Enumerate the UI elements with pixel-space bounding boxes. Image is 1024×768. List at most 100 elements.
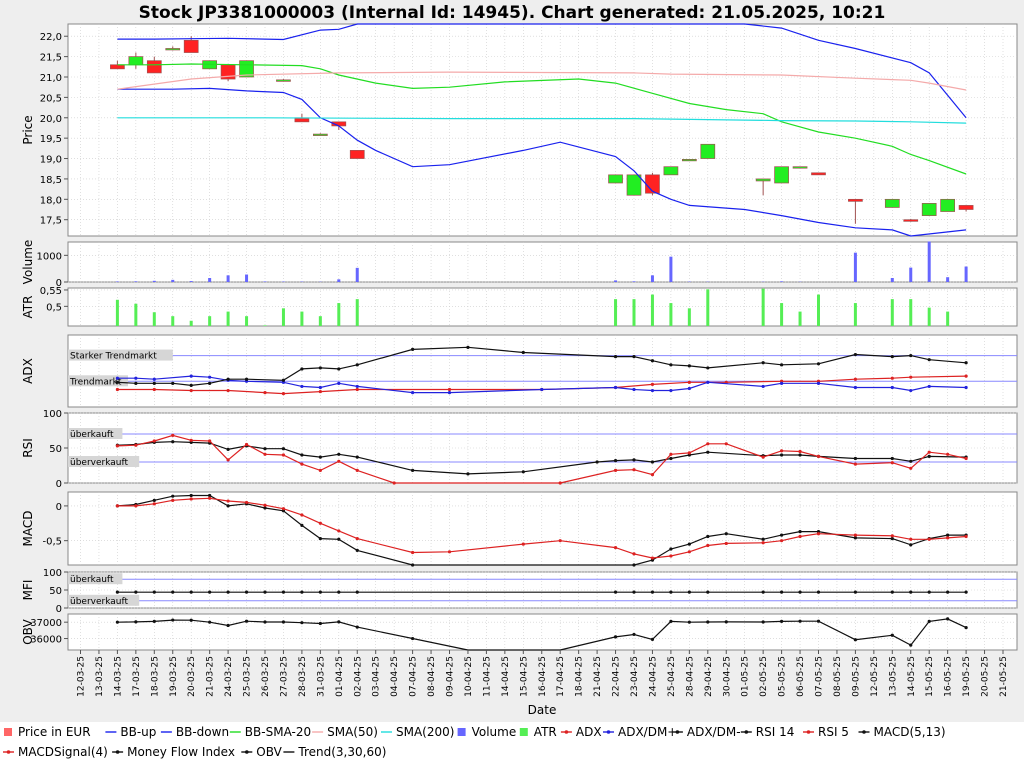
y-axis-label: ATR [21,296,35,319]
data-point [208,381,212,385]
data-point [411,636,415,641]
data-point [300,523,304,527]
data-point [355,455,359,459]
data-point [780,590,784,594]
x-tick-label: 14-03-25 [113,656,123,697]
bar [134,281,138,282]
reference-label: überverkauft [70,597,129,607]
data-point [669,590,673,594]
candle [626,174,642,196]
x-tick-label: 14-05-25 [907,656,917,697]
data-point [244,619,249,623]
x-tick-label: 10-04-25 [464,656,474,697]
legend-label: RSI 14 [756,725,795,739]
data-point [152,502,156,506]
candle [349,150,365,159]
x-tick-label: 02-04-25 [353,656,363,697]
data-point [853,536,858,540]
legend-marker [862,730,866,734]
bar [669,256,673,282]
data-point [632,468,636,472]
data-point [632,355,636,359]
legend-marker [115,750,120,754]
bar [946,311,950,326]
series-line [117,71,967,91]
legend-label: BB-down [176,725,229,739]
data-point [687,386,691,391]
data-point [355,468,359,472]
data-point [189,497,193,501]
x-tick-label: 14-04-25 [501,656,511,697]
data-point [300,384,304,389]
data-point [761,384,765,389]
data-point [706,380,710,384]
data-point [300,367,304,371]
data-point [816,454,821,458]
bar [780,281,784,282]
y-tick-label: 1000 [37,251,62,262]
data-point [152,387,156,392]
x-tick-label: 24-04-25 [648,656,658,697]
data-point [263,391,267,395]
x-tick-label: 21-03-25 [206,656,216,697]
bar [171,279,175,282]
bar [927,307,931,326]
y-tick-label: 22,0 [40,32,62,43]
candle [884,198,900,208]
data-point [632,590,636,594]
legend-entry: ADX [560,725,602,739]
data-point [115,387,119,392]
legend-swatch [4,728,12,736]
x-axis: 12-03-25 13-03-25 14-03-25 17-03-25 18-03-25… [77,650,1009,697]
bar [281,308,285,326]
reference-label-bg [68,594,140,606]
series-line [117,63,967,175]
x-tick-label: 01-04-25 [335,656,345,697]
data-point [355,536,359,541]
x-tick-label: 28-03-25 [298,656,308,697]
data-point [780,533,784,537]
y-tick-label: 50 [49,444,62,455]
y-axis-label: ADX [21,358,35,384]
data-point [890,536,894,541]
legend-entry: ADX/DM+ [603,725,677,739]
data-point [853,456,858,461]
legend-entry: ATR [519,725,557,739]
data-point [909,388,913,393]
reference-label: überkauft [70,575,114,585]
x-tick-label: 12-03-25 [77,656,87,697]
x-tick-label: 18-03-25 [150,656,160,697]
bar [134,303,138,326]
bar [853,252,857,282]
data-point [780,453,784,457]
data-point [318,621,322,626]
bar [300,311,304,326]
data-point [927,358,931,362]
candle [681,159,697,162]
data-point [411,468,415,472]
data-point [189,388,193,393]
data-point [761,541,765,545]
data-point [447,550,452,554]
data-point [300,621,304,625]
legend-marker [6,750,11,754]
data-point [761,361,765,365]
reference-label-bg [68,456,140,467]
legend-label: BB-up [120,725,156,739]
data-point [946,452,950,456]
data-point [134,381,138,385]
data-point [890,376,894,380]
candle [903,219,919,222]
data-point [724,620,728,624]
panel-frame [67,613,1018,651]
x-tick-label: 12-05-25 [870,656,880,697]
series-sma-50- [117,71,967,91]
data-point [558,481,562,485]
bar [355,299,359,326]
data-point [687,451,691,455]
legend-entry: Money Flow Index [112,745,235,759]
data-point [964,590,968,594]
data-point [115,444,119,448]
data-point [964,456,968,461]
x-tick-label: 21-04-25 [593,656,603,697]
